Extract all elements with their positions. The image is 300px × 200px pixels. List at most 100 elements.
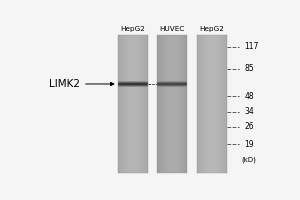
Bar — [159, 35, 160, 173]
Bar — [121, 35, 122, 173]
Bar — [122, 35, 123, 173]
Bar — [203, 35, 204, 173]
Bar — [128, 35, 129, 173]
Bar — [166, 35, 167, 173]
Bar — [161, 35, 162, 173]
Bar — [185, 35, 186, 173]
Bar — [221, 35, 222, 173]
Bar — [205, 35, 206, 173]
Bar — [147, 35, 148, 173]
Bar — [157, 35, 158, 173]
Bar — [173, 35, 174, 173]
Bar — [202, 35, 203, 173]
Bar — [146, 35, 147, 173]
Text: 34: 34 — [244, 107, 254, 116]
Bar — [212, 35, 213, 173]
Text: HepG2: HepG2 — [200, 26, 224, 32]
Bar — [158, 35, 159, 173]
Bar — [181, 35, 182, 173]
Bar — [179, 35, 180, 173]
Bar — [198, 35, 199, 173]
Bar — [169, 35, 170, 173]
Bar — [182, 35, 183, 173]
Bar — [184, 35, 185, 173]
Bar — [180, 35, 181, 173]
Bar — [222, 35, 223, 173]
Bar — [210, 35, 211, 173]
Bar — [125, 35, 126, 173]
Bar — [157, 35, 188, 173]
Bar — [124, 35, 125, 173]
Bar — [136, 35, 137, 173]
Bar — [225, 35, 226, 173]
Bar — [209, 35, 210, 173]
Bar — [126, 35, 127, 173]
Text: (kD): (kD) — [241, 157, 256, 163]
Text: 117: 117 — [244, 42, 259, 51]
Bar — [129, 35, 130, 173]
Bar — [168, 35, 169, 173]
Text: HepG2: HepG2 — [120, 26, 145, 32]
Bar — [206, 35, 207, 173]
Bar — [176, 35, 177, 173]
Bar — [162, 35, 163, 173]
Bar — [138, 35, 139, 173]
Text: 26: 26 — [244, 122, 254, 131]
Text: 19: 19 — [244, 140, 254, 149]
Bar — [164, 35, 165, 173]
Bar — [174, 35, 175, 173]
Bar — [171, 35, 172, 173]
Bar — [201, 35, 202, 173]
Bar — [178, 35, 179, 173]
Bar — [215, 35, 216, 173]
Bar — [204, 35, 205, 173]
Bar — [137, 35, 138, 173]
Bar — [217, 35, 218, 173]
Bar — [141, 35, 142, 173]
Bar — [118, 35, 119, 173]
Bar — [134, 35, 135, 173]
Bar — [172, 35, 173, 173]
Bar — [224, 35, 225, 173]
Bar — [127, 35, 128, 173]
Bar — [207, 35, 208, 173]
Bar — [213, 35, 214, 173]
Bar — [218, 35, 219, 173]
Bar — [120, 35, 121, 173]
Text: LIMK2: LIMK2 — [49, 79, 80, 89]
Bar — [226, 35, 227, 173]
Bar — [144, 35, 145, 173]
Bar — [142, 35, 143, 173]
Bar — [197, 35, 227, 173]
Bar — [133, 35, 134, 173]
Bar — [163, 35, 164, 173]
Bar — [177, 35, 178, 173]
Text: 85: 85 — [244, 64, 254, 73]
Bar — [140, 35, 141, 173]
Bar — [123, 35, 124, 173]
Bar — [119, 35, 120, 173]
Bar — [130, 35, 131, 173]
Bar — [132, 35, 133, 173]
Bar — [186, 35, 187, 173]
Bar — [208, 35, 209, 173]
Bar — [216, 35, 217, 173]
Text: HUVEC: HUVEC — [160, 26, 185, 32]
Bar — [199, 35, 200, 173]
Bar — [165, 35, 166, 173]
Bar — [183, 35, 184, 173]
Bar — [160, 35, 161, 173]
Bar — [170, 35, 171, 173]
Bar — [197, 35, 198, 173]
Bar — [167, 35, 168, 173]
Bar — [214, 35, 215, 173]
Bar — [145, 35, 146, 173]
Bar — [118, 35, 148, 173]
Bar — [219, 35, 220, 173]
Bar — [131, 35, 132, 173]
Bar — [187, 35, 188, 173]
Bar — [220, 35, 221, 173]
Bar — [143, 35, 144, 173]
Bar — [135, 35, 136, 173]
Bar — [200, 35, 201, 173]
